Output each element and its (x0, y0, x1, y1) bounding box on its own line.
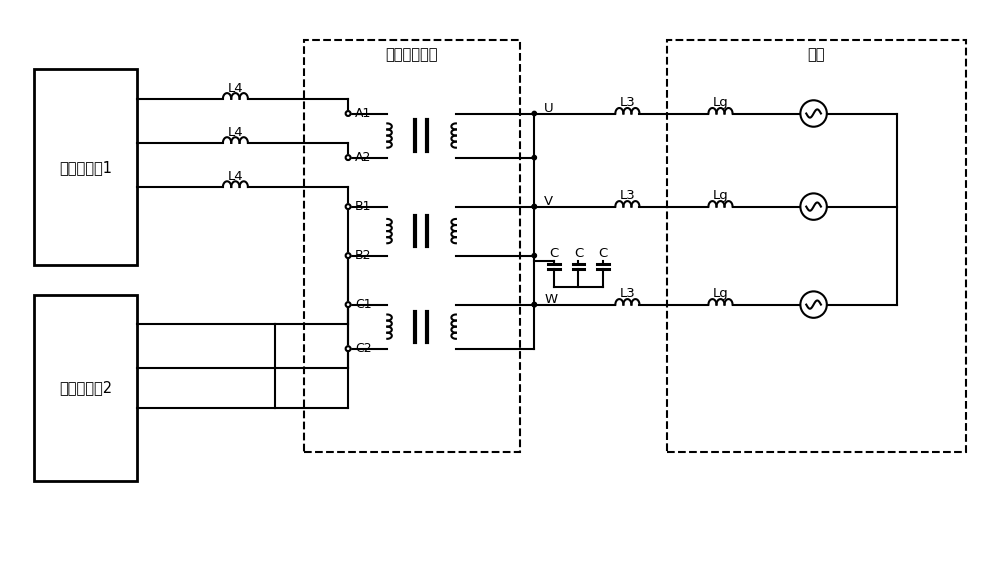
Text: C: C (549, 247, 559, 260)
Circle shape (346, 111, 351, 116)
Circle shape (346, 155, 351, 160)
Circle shape (346, 302, 351, 307)
Text: B2: B2 (355, 249, 371, 262)
Text: Lg: Lg (713, 189, 728, 202)
Text: C1: C1 (355, 298, 372, 311)
Bar (34, 70, 137, 266)
Text: 三相逆变器2: 三相逆变器2 (59, 380, 113, 396)
Text: A2: A2 (355, 151, 371, 164)
Circle shape (532, 254, 536, 258)
Circle shape (532, 303, 536, 307)
Text: C: C (598, 247, 608, 260)
Text: C: C (574, 247, 583, 260)
Bar (304, 40, 520, 451)
Text: L3: L3 (620, 189, 635, 202)
Circle shape (346, 253, 351, 258)
Text: C2: C2 (355, 342, 372, 355)
Circle shape (532, 303, 536, 307)
Bar (34, 295, 137, 481)
Text: L4: L4 (228, 82, 243, 95)
Text: W: W (544, 293, 557, 306)
Circle shape (532, 205, 536, 209)
Circle shape (532, 205, 536, 209)
Circle shape (532, 111, 536, 116)
Text: U: U (544, 102, 554, 115)
Text: 开绕组变压器: 开绕组变压器 (386, 47, 438, 62)
Text: Lg: Lg (713, 287, 728, 300)
Text: L4: L4 (228, 125, 243, 139)
Text: V: V (544, 195, 553, 208)
Bar (667, 40, 966, 451)
Circle shape (532, 156, 536, 160)
Text: 三相逆变器1: 三相逆变器1 (59, 160, 112, 175)
Text: L4: L4 (228, 170, 243, 183)
Circle shape (346, 346, 351, 351)
Text: L3: L3 (620, 287, 635, 300)
Text: Lg: Lg (713, 96, 728, 109)
Text: 电网: 电网 (807, 47, 825, 62)
Text: A1: A1 (355, 107, 371, 120)
Text: B1: B1 (355, 200, 371, 213)
Text: L3: L3 (620, 96, 635, 109)
Circle shape (346, 204, 351, 209)
